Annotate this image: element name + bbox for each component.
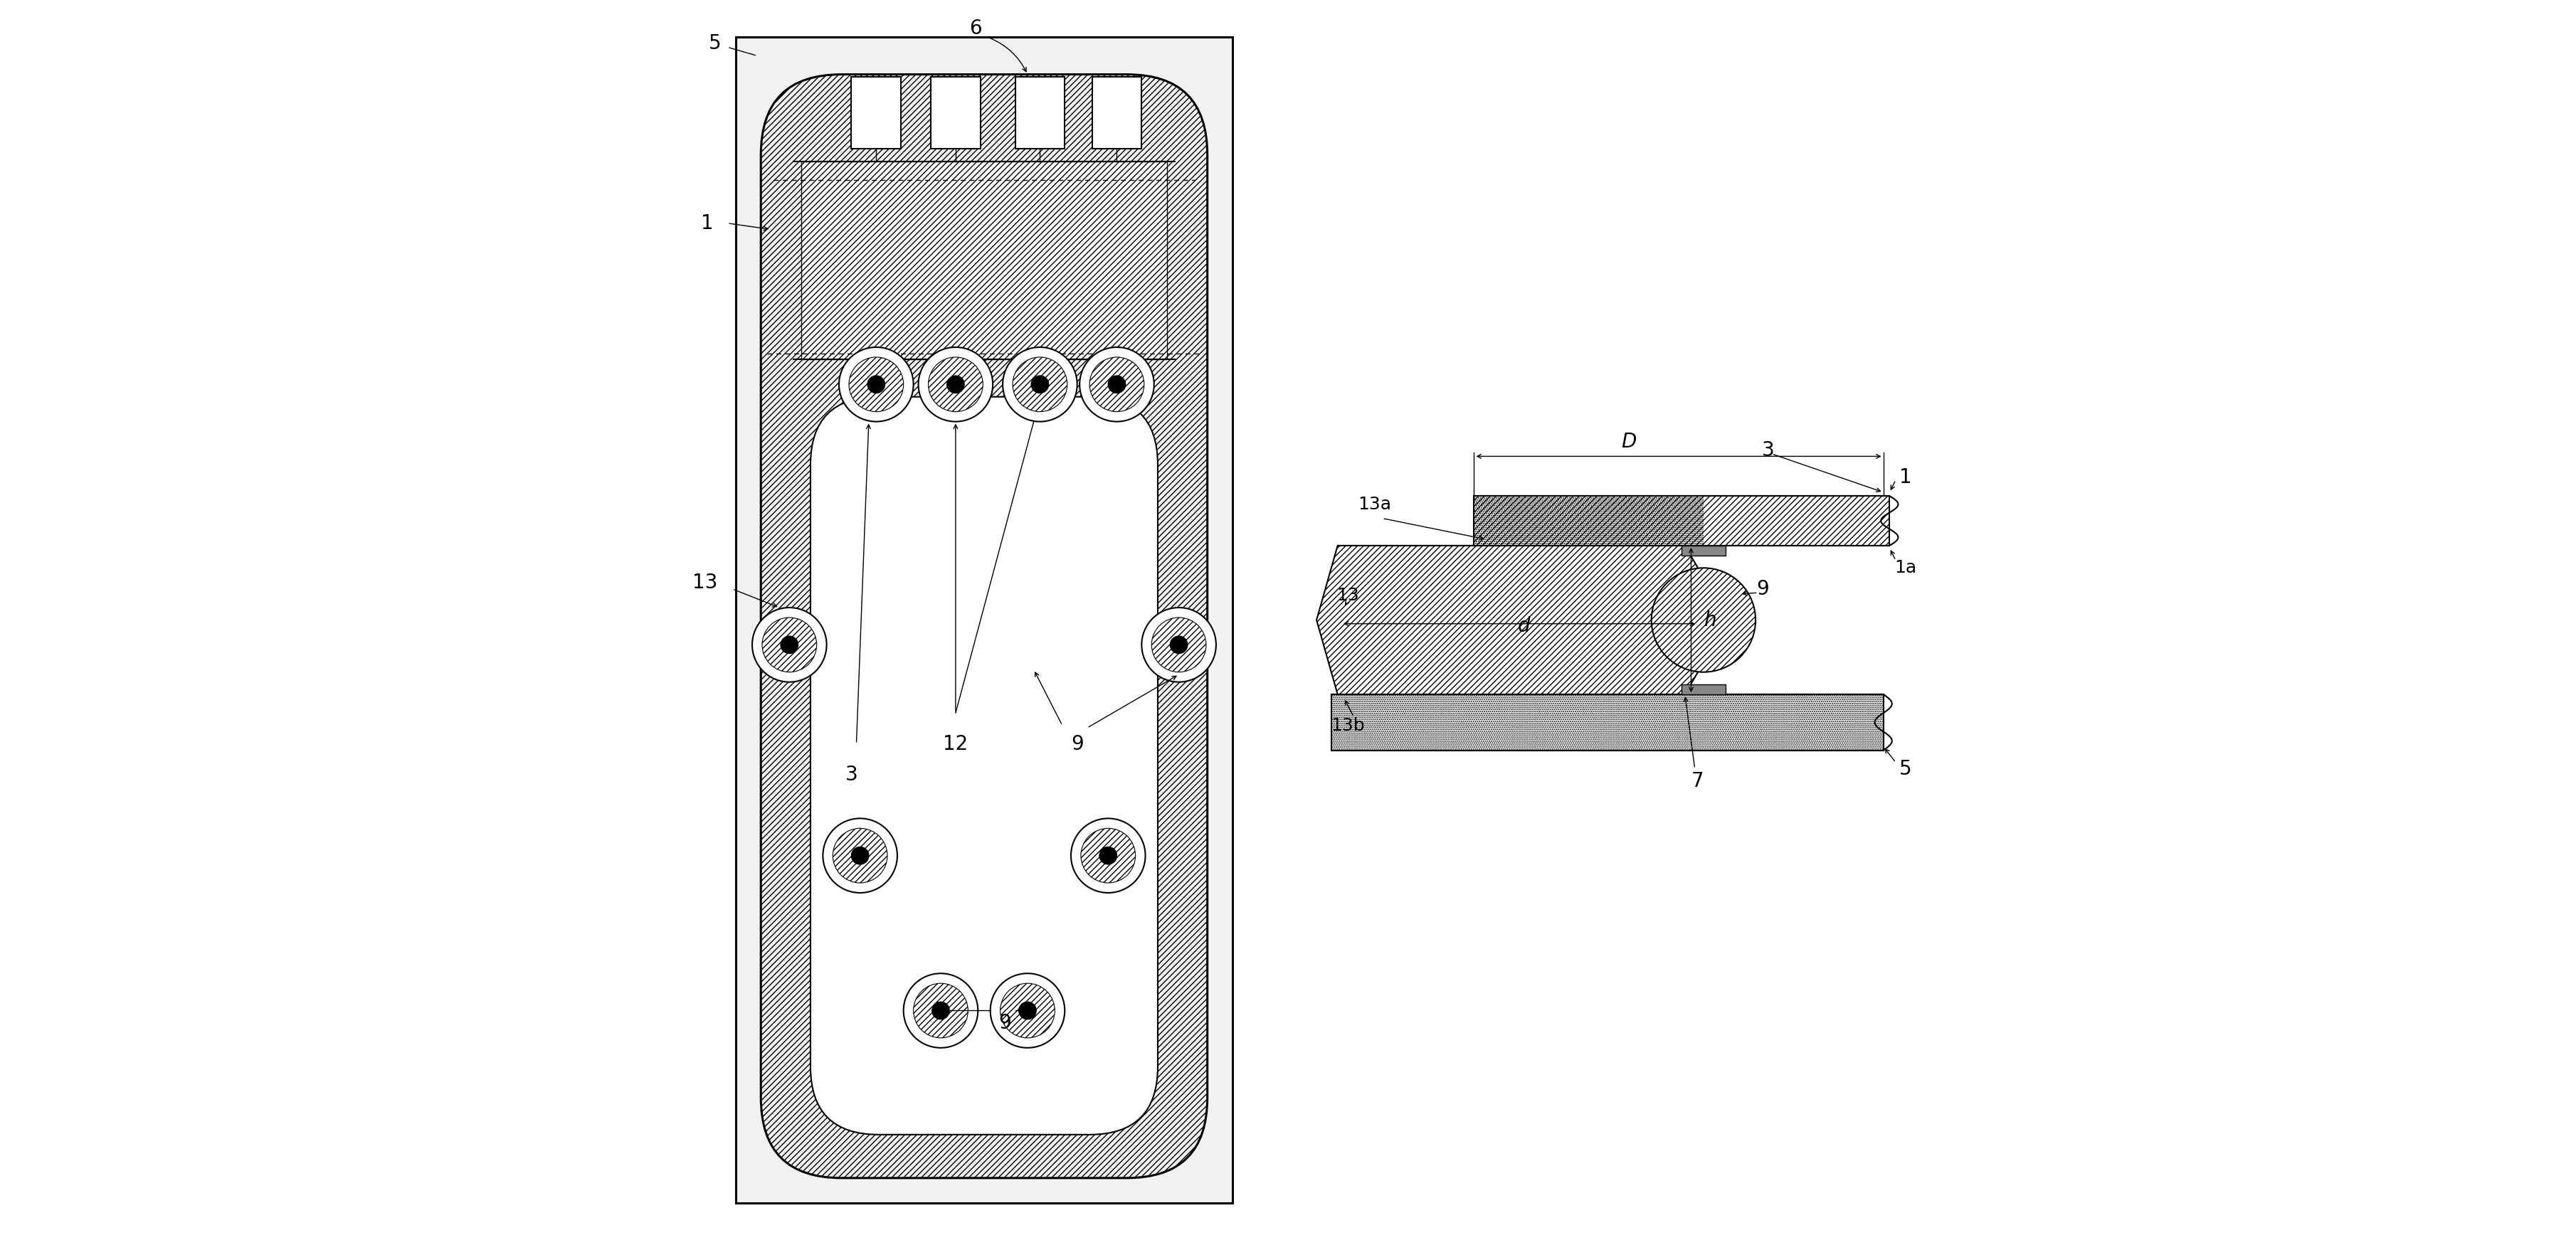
Text: 5: 5 xyxy=(708,33,721,53)
Circle shape xyxy=(1030,376,1048,393)
FancyBboxPatch shape xyxy=(737,37,1231,1203)
Circle shape xyxy=(920,347,992,422)
Circle shape xyxy=(822,818,896,893)
Text: 9: 9 xyxy=(1072,734,1084,754)
Circle shape xyxy=(1100,847,1118,864)
Circle shape xyxy=(1072,818,1146,893)
Text: d: d xyxy=(1517,616,1530,636)
FancyBboxPatch shape xyxy=(811,397,1157,1135)
Text: 1: 1 xyxy=(1899,467,1911,487)
Circle shape xyxy=(1651,568,1757,672)
Circle shape xyxy=(781,636,799,653)
Circle shape xyxy=(1108,376,1126,393)
Polygon shape xyxy=(1316,546,1728,694)
Text: 12: 12 xyxy=(943,734,969,754)
Text: 1: 1 xyxy=(701,213,714,233)
Circle shape xyxy=(1002,347,1077,422)
Text: 13: 13 xyxy=(1337,587,1358,604)
Polygon shape xyxy=(801,161,1167,360)
Text: 6: 6 xyxy=(969,19,981,38)
Circle shape xyxy=(752,608,827,682)
Polygon shape xyxy=(1473,496,1891,546)
FancyBboxPatch shape xyxy=(930,77,981,149)
Circle shape xyxy=(1170,636,1188,653)
Polygon shape xyxy=(1682,684,1726,694)
Text: 9: 9 xyxy=(999,1013,1012,1033)
Text: 1a: 1a xyxy=(1893,559,1917,577)
Circle shape xyxy=(989,973,1064,1048)
Circle shape xyxy=(868,376,886,393)
FancyBboxPatch shape xyxy=(1092,77,1141,149)
Text: 13a: 13a xyxy=(1358,496,1391,513)
Text: h: h xyxy=(1703,610,1716,630)
Circle shape xyxy=(1020,1002,1036,1019)
Circle shape xyxy=(904,973,979,1048)
Circle shape xyxy=(840,347,914,422)
Circle shape xyxy=(933,1002,951,1019)
Text: 5: 5 xyxy=(1899,759,1911,779)
Circle shape xyxy=(948,376,963,393)
Circle shape xyxy=(1141,608,1216,682)
FancyBboxPatch shape xyxy=(1015,77,1064,149)
Text: 3: 3 xyxy=(845,765,858,785)
Text: 13b: 13b xyxy=(1332,717,1365,734)
Text: 9: 9 xyxy=(1757,579,1770,599)
FancyBboxPatch shape xyxy=(853,77,902,149)
Text: 3: 3 xyxy=(1762,440,1775,460)
Text: 7: 7 xyxy=(1690,771,1703,791)
Text: D: D xyxy=(1620,432,1636,451)
Text: 13: 13 xyxy=(693,573,719,593)
Circle shape xyxy=(1079,347,1154,422)
Polygon shape xyxy=(1332,694,1883,750)
Circle shape xyxy=(853,847,868,864)
Polygon shape xyxy=(1682,546,1726,556)
